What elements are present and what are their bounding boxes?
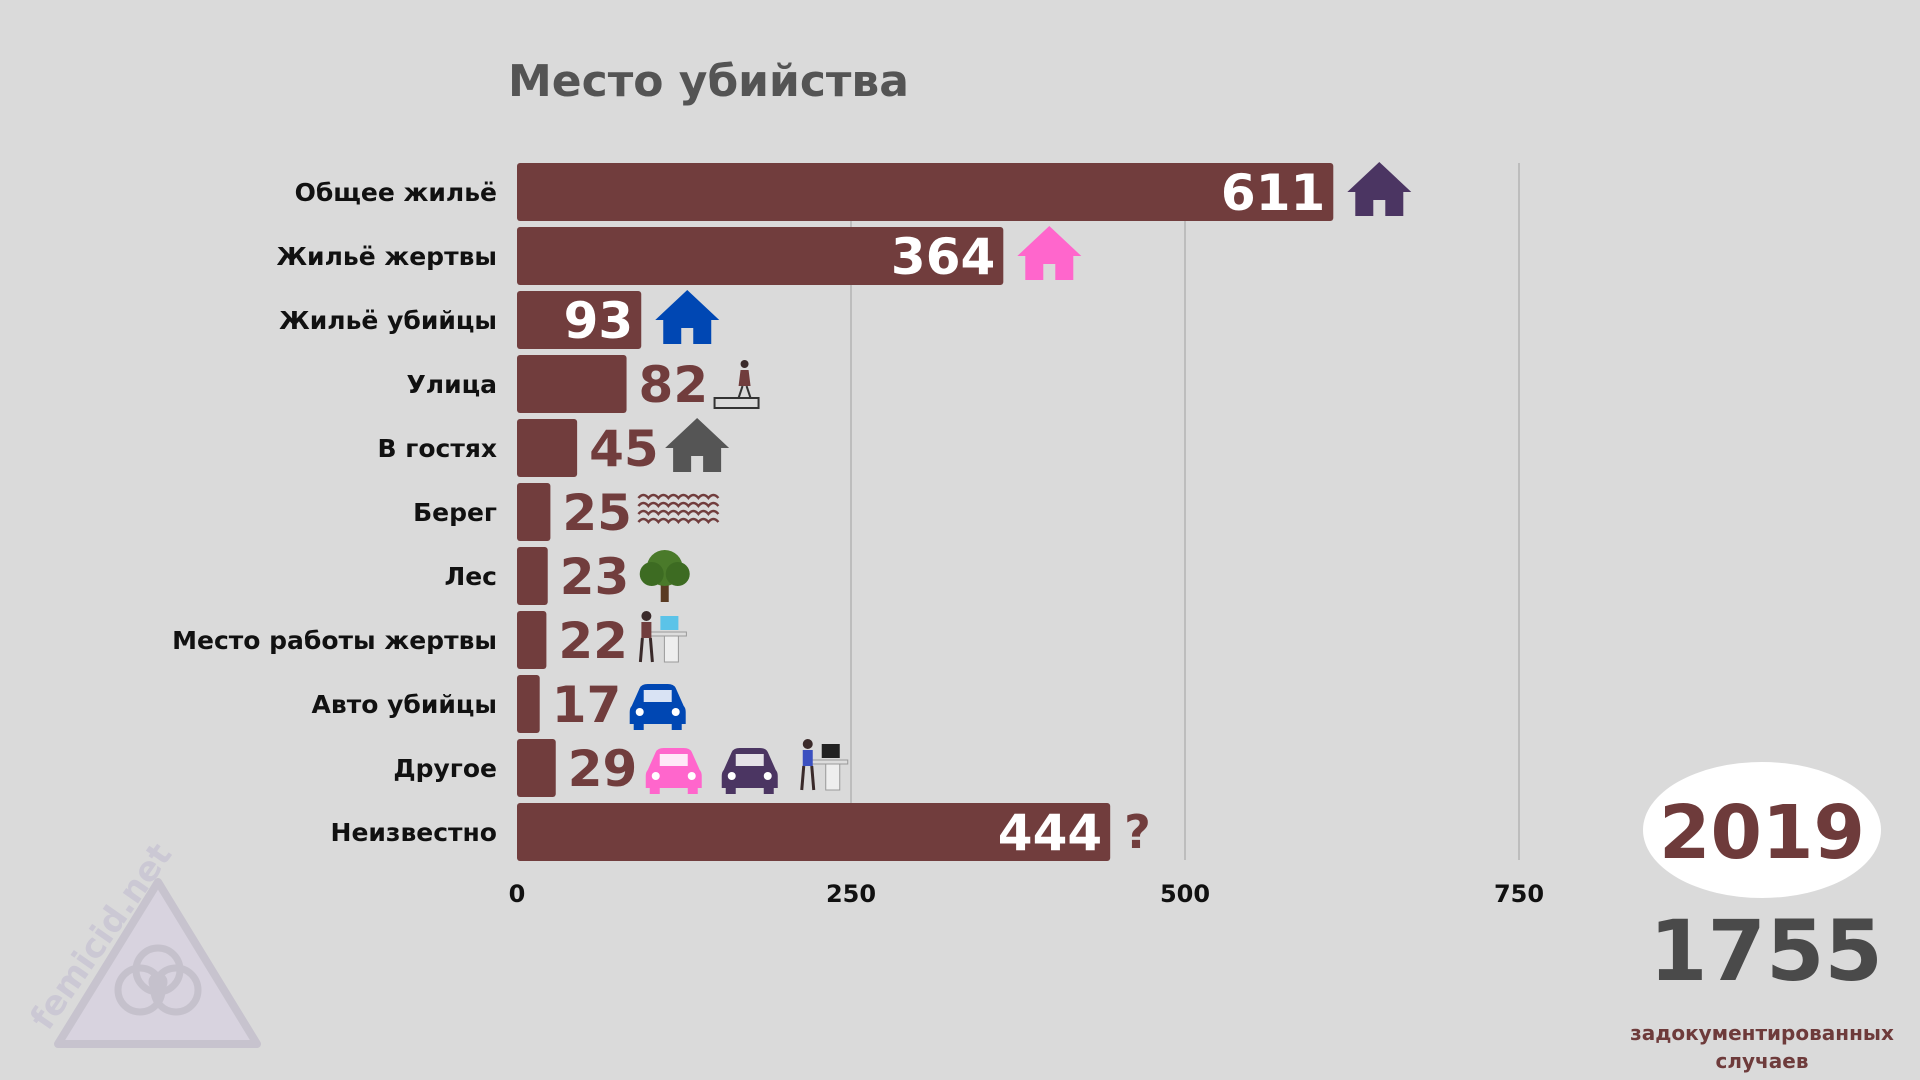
value-label: 29 xyxy=(568,740,638,798)
category-label: Неизвестно xyxy=(331,818,497,847)
value-label: 23 xyxy=(560,548,630,606)
house-icon xyxy=(655,290,720,344)
value-label: 611 xyxy=(1221,164,1325,222)
category-label: Лес xyxy=(444,562,497,591)
bar xyxy=(517,163,1334,221)
waves-icon xyxy=(637,493,720,524)
x-axis-ticks: 0 250 500 750 xyxy=(509,880,1544,908)
house-icon xyxy=(665,418,730,472)
value-label: 17 xyxy=(552,676,622,734)
value-label: 82 xyxy=(639,356,709,414)
x-tick-label: 750 xyxy=(1494,880,1544,908)
bar xyxy=(517,419,578,477)
warning-triangle-icon xyxy=(54,878,261,1048)
x-tick-label: 0 xyxy=(509,880,526,908)
bars xyxy=(517,163,1334,861)
bar xyxy=(517,227,1004,285)
bar xyxy=(517,803,1111,861)
year-ellipse xyxy=(1643,762,1881,898)
office-desk-icon xyxy=(638,611,687,663)
category-label: Улица xyxy=(406,370,497,399)
walking-woman-icon xyxy=(713,360,760,409)
bar-icons: ? xyxy=(629,162,1412,859)
biohazard-icon xyxy=(114,944,202,1016)
car-icon xyxy=(645,748,702,794)
category-label: Общее жильё xyxy=(295,178,497,207)
cases-caption-line2: случаев xyxy=(1716,1049,1809,1073)
bar xyxy=(517,739,556,797)
category-labels: Общее жильё Жильё жертвы Жильё убийцы Улица… xyxy=(172,178,497,847)
car-icon xyxy=(629,684,686,730)
computer-desk-icon xyxy=(800,739,849,791)
bar xyxy=(517,483,551,541)
tree-icon xyxy=(639,550,690,602)
summary-badge: 2019 1755 задокументированных случаев xyxy=(1630,762,1894,1073)
bar xyxy=(517,355,627,413)
watermark: femicid.net xyxy=(23,836,261,1048)
value-label: 93 xyxy=(564,292,634,350)
chart-title: Место убийства xyxy=(508,56,909,107)
category-label: Место работы жертвы xyxy=(172,626,497,655)
question-mark-icon: ? xyxy=(1124,805,1151,859)
bar xyxy=(517,291,642,349)
category-label: Берег xyxy=(413,498,497,527)
house-icon xyxy=(1017,226,1082,280)
value-label: 444 xyxy=(998,804,1102,862)
category-label: Авто убийцы xyxy=(312,690,497,719)
category-label: Другое xyxy=(393,754,497,783)
total-count: 1755 xyxy=(1649,902,1883,1000)
value-label: 25 xyxy=(562,484,632,542)
value-label: 364 xyxy=(891,228,995,286)
bar xyxy=(517,675,540,733)
car-icon xyxy=(721,748,778,794)
category-label: Жильё убийцы xyxy=(279,306,497,335)
year-label: 2019 xyxy=(1659,790,1865,876)
bar xyxy=(517,547,548,605)
category-label: Жильё жертвы xyxy=(276,242,497,271)
svg-text:?: ? xyxy=(1124,805,1151,859)
house-icon xyxy=(1347,162,1412,216)
category-label: В гостях xyxy=(378,434,497,463)
x-tick-label: 250 xyxy=(826,880,876,908)
x-tick-label: 500 xyxy=(1160,880,1210,908)
bar xyxy=(517,611,547,669)
value-label: 22 xyxy=(558,612,628,670)
cases-caption-line1: задокументированных xyxy=(1630,1021,1894,1045)
value-label: 45 xyxy=(589,420,659,478)
